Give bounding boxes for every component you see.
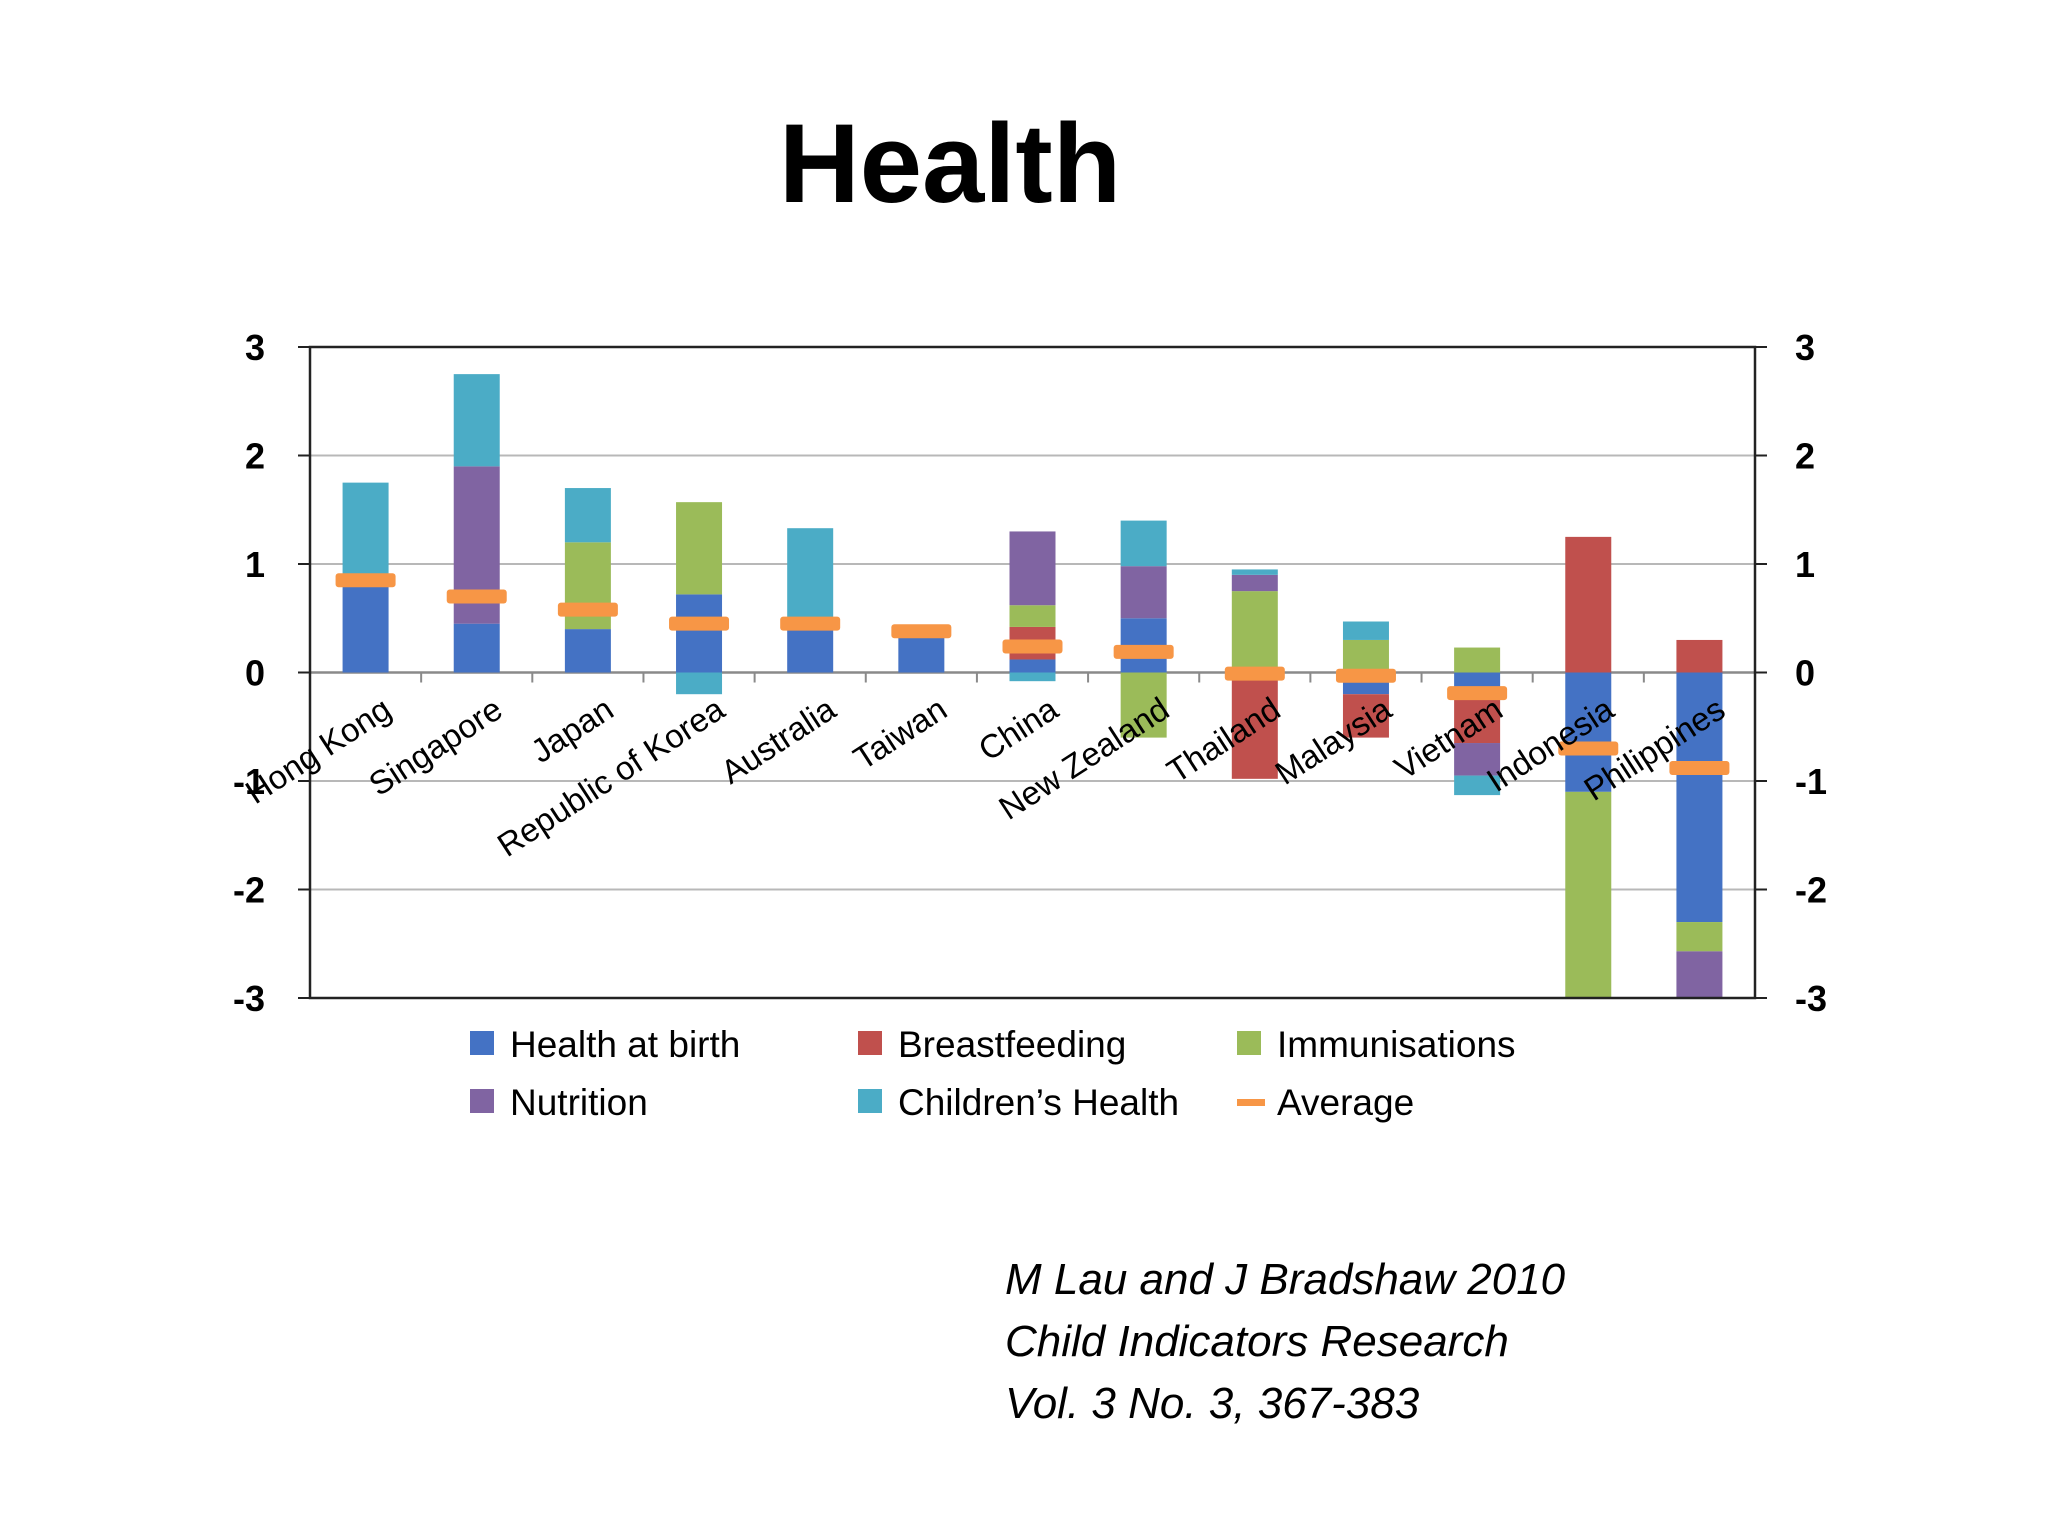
bar-children-s-health-hong-kong <box>342 482 389 581</box>
x-tick-label: Malaysia <box>1268 689 1398 791</box>
citation-line-2: Child Indicators Research <box>1005 1317 1509 1366</box>
bar-immunisations-new-zealand <box>1120 672 1167 738</box>
x-tick-label: China <box>972 689 1065 767</box>
y-tick-label-left: 1 <box>245 544 265 585</box>
bar-immunisations-china <box>1009 605 1056 627</box>
legend-swatch <box>1237 1031 1261 1055</box>
bar-children-s-health-republic-of-korea <box>676 672 723 695</box>
y-tick-label-left: 0 <box>245 653 265 694</box>
bar-health-at-birth-singapore <box>453 623 500 673</box>
x-tick-label: Australia <box>714 689 842 790</box>
bar-immunisations-indonesia <box>1565 791 1612 998</box>
legend: Health at birth Breastfeeding Immunisation… <box>470 1024 1516 1123</box>
legend-label: Breastfeeding <box>898 1024 1126 1065</box>
average-marker <box>1002 639 1063 654</box>
legend-swatch <box>470 1089 494 1113</box>
bar-nutrition-new-zealand <box>1120 566 1167 619</box>
bar-health-at-birth-republic-of-korea <box>676 594 723 673</box>
slide-title: Health <box>778 101 1122 226</box>
legend-swatch-average <box>1237 1099 1265 1106</box>
y-axes: -3 -3 -2 -2 -1 -1 0 0 1 1 2 2 3 3 <box>233 327 1827 1019</box>
legend-swatch <box>858 1089 882 1113</box>
bar-children-s-health-china <box>1009 672 1056 682</box>
average-marker <box>1335 668 1396 683</box>
legend-label: Nutrition <box>510 1082 648 1123</box>
bar-children-s-health-thailand <box>1231 569 1278 575</box>
bar-nutrition-thailand <box>1231 574 1278 592</box>
average-marker <box>1447 686 1508 701</box>
average-marker <box>1558 741 1619 756</box>
legend-label: Immunisations <box>1277 1024 1516 1065</box>
bar-health-at-birth-vietnam <box>1454 672 1501 689</box>
bar-health-at-birth-hong-kong <box>342 580 389 673</box>
bar-health-at-birth-japan <box>564 629 611 673</box>
average-marker <box>446 589 507 604</box>
bar-children-s-health-australia <box>787 528 834 624</box>
bar-breastfeeding-malaysia <box>1342 694 1389 738</box>
average-marker <box>1669 760 1730 775</box>
citation-line-1: M Lau and J Bradshaw 2010 <box>1005 1255 1566 1304</box>
legend-swatch <box>470 1031 494 1055</box>
bar-nutrition-philippines <box>1676 951 1723 998</box>
citation-line-3: Vol. 3 No. 3, 367-383 <box>1005 1379 1420 1428</box>
bar-health-at-birth-china <box>1009 659 1056 673</box>
bar-immunisations-republic-of-korea <box>676 502 723 595</box>
bar-immunisations-malaysia <box>1342 639 1389 673</box>
bars <box>342 374 1723 998</box>
x-tick-label: Taiwan <box>847 690 953 777</box>
legend-label: Children’s Health <box>898 1082 1179 1123</box>
x-tick-label: Hong Kong <box>239 690 398 811</box>
bar-children-s-health-malaysia <box>1342 621 1389 640</box>
y-tick-label-right: 2 <box>1795 436 1815 477</box>
average-marker <box>891 624 952 639</box>
average-markers <box>335 573 1730 775</box>
y-tick-label-right: 0 <box>1795 653 1815 694</box>
y-tick-label-right: 3 <box>1795 327 1815 368</box>
bar-breastfeeding-philippines <box>1676 639 1723 673</box>
bar-children-s-health-singapore <box>453 374 500 467</box>
bar-health-at-birth-philippines <box>1676 672 1723 923</box>
y-tick-label-left: -3 <box>233 978 265 1019</box>
bar-health-at-birth-indonesia <box>1565 672 1612 792</box>
average-marker <box>335 573 396 588</box>
bar-breastfeeding-indonesia <box>1565 536 1612 673</box>
bar-health-at-birth-taiwan <box>898 634 945 673</box>
y-tick-label-left: 2 <box>245 436 265 477</box>
bar-nutrition-china <box>1009 531 1056 606</box>
average-marker <box>669 616 730 631</box>
bar-immunisations-vietnam <box>1454 647 1501 673</box>
average-marker <box>1224 666 1285 681</box>
bar-breastfeeding-thailand <box>1231 672 1278 779</box>
average-marker <box>1113 644 1174 659</box>
legend-label: Health at birth <box>510 1024 740 1065</box>
bar-health-at-birth-australia <box>787 623 834 673</box>
bar-nutrition-vietnam <box>1454 743 1501 776</box>
y-tick-label-right: -1 <box>1795 761 1827 802</box>
legend-label: Average <box>1277 1082 1414 1123</box>
y-tick-label-right: -3 <box>1795 978 1827 1019</box>
bar-children-s-health-japan <box>564 488 611 543</box>
legend-swatch <box>858 1031 882 1055</box>
y-tick-label-left: -1 <box>233 761 265 802</box>
average-marker <box>780 616 841 631</box>
y-tick-label-right: 1 <box>1795 544 1815 585</box>
average-marker <box>557 602 618 617</box>
bar-immunisations-philippines <box>1676 922 1723 952</box>
bar-immunisations-thailand <box>1231 591 1278 673</box>
bar-children-s-health-vietnam <box>1454 775 1501 796</box>
bar-children-s-health-new-zealand <box>1120 520 1167 567</box>
y-tick-label-left: 3 <box>245 327 265 368</box>
y-tick-label-left: -2 <box>233 870 265 911</box>
y-tick-label-right: -2 <box>1795 870 1827 911</box>
